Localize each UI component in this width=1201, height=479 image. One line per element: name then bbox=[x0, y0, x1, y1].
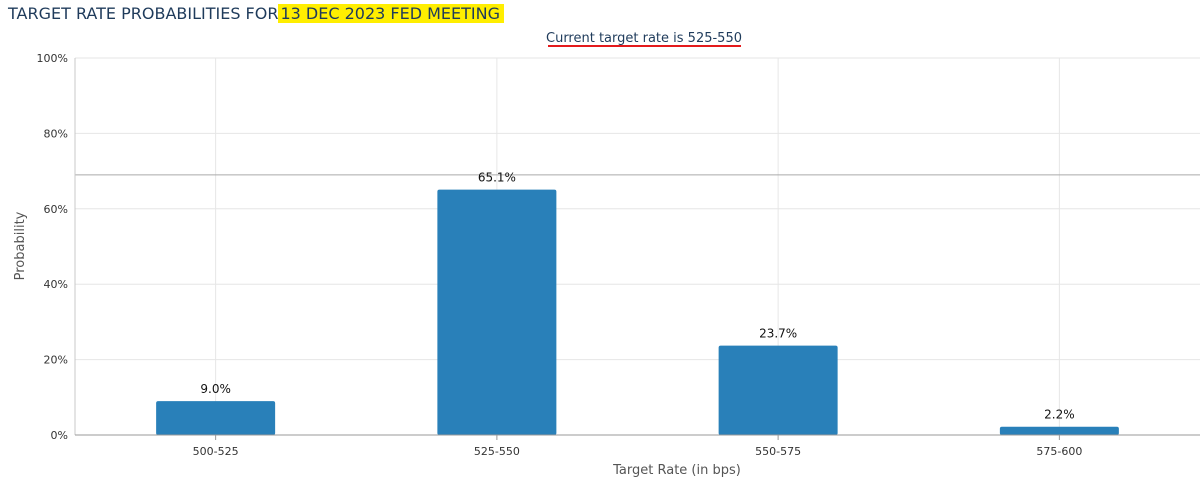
x-tick-label-550-575: 550-575 bbox=[755, 445, 801, 458]
chart-title: TARGET RATE PROBABILITIES FOR 13 DEC 2023… bbox=[8, 3, 505, 25]
axes-layer: 0% 20% 40% 60% 80% 100% 500-525 525-550 550-575 5… bbox=[37, 52, 1200, 458]
x-tick-label-500-525: 500-525 bbox=[193, 445, 239, 458]
y-tick-label: 40% bbox=[44, 278, 68, 291]
y-tick-label: 80% bbox=[44, 127, 68, 140]
data-label-500-525: 9.0% bbox=[200, 382, 231, 396]
x-axis-title: Target Rate (in bps) bbox=[612, 463, 741, 478]
chart-subtitle: Current target rate is 525-550 bbox=[546, 31, 742, 46]
data-label-575-600: 2.2% bbox=[1044, 408, 1075, 422]
bars-layer bbox=[156, 189, 1119, 435]
title-prefix: TARGET RATE PROBABILITIES FOR bbox=[8, 4, 279, 23]
y-tick-label: 60% bbox=[44, 203, 68, 216]
bar-525-550 bbox=[437, 189, 557, 435]
y-tick-label: 20% bbox=[44, 354, 68, 367]
y-axis-title: Probability bbox=[13, 211, 28, 280]
y-tick-label: 100% bbox=[37, 52, 68, 65]
x-tick-label-575-600: 575-600 bbox=[1036, 445, 1082, 458]
data-label-550-575: 23.7% bbox=[759, 327, 797, 341]
title-highlight: 13 DEC 2023 FED MEETING bbox=[278, 4, 505, 23]
data-labels-layer: 9.0% 65.1% 23.7% 2.2% bbox=[200, 171, 1074, 422]
bar-575-600 bbox=[999, 426, 1119, 435]
data-label-525-550: 65.1% bbox=[478, 171, 516, 185]
grid-layer bbox=[75, 57, 1200, 436]
y-tick-label: 0% bbox=[51, 429, 68, 442]
bar-500-525 bbox=[156, 401, 276, 435]
bar-550-575 bbox=[718, 345, 838, 435]
x-tick-label-525-550: 525-550 bbox=[474, 445, 520, 458]
